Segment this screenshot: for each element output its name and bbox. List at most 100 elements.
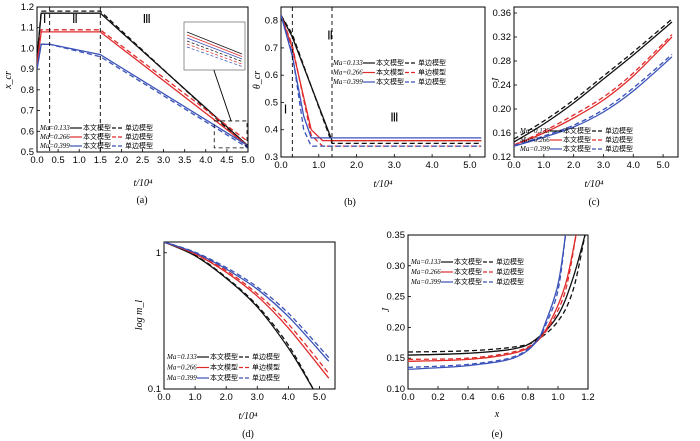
chart-d: 0.0 1.0 2.0 3.0 4.0 5.0 0.1 1 t/10⁴ log m_l (d) Ma=… xyxy=(134,241,336,440)
legend-dashed-label: 单边模型 xyxy=(605,126,633,135)
legend-solid-label: 本文模型 xyxy=(83,132,111,141)
series-line-dashed xyxy=(514,53,673,147)
legend-ma-label: Ma=0.399 xyxy=(332,78,363,86)
y-tick-label: 0.7 xyxy=(265,43,278,54)
legend-solid-label: 本文模型 xyxy=(563,135,591,144)
legend-ma-label: Ma=0.133 xyxy=(166,353,197,361)
legend-solid-label: 本文模型 xyxy=(210,352,238,361)
legend-dashed-label: 单边模型 xyxy=(418,58,446,67)
series-line-solid xyxy=(164,242,330,362)
y-tick-label: 0.8 xyxy=(265,16,278,27)
x-tick-label: 2.5 xyxy=(136,155,149,166)
legend-solid-label: 本文模型 xyxy=(563,144,591,153)
legend-dashed-label: 单边模型 xyxy=(252,363,280,372)
legend-dashed-label: 单边模型 xyxy=(496,267,524,276)
series-line-dashed xyxy=(408,235,577,361)
y-axis-label: log m_l xyxy=(134,300,145,331)
x-tick-label: 0.6 xyxy=(491,392,504,403)
y-tick-label: 0.16 xyxy=(493,128,512,139)
x-axis-label: t/10⁴ xyxy=(133,178,153,189)
y-tick-label: 0.25 xyxy=(387,292,406,303)
y-tick-label: 1 xyxy=(156,248,161,259)
x-tick-label: 0.5 xyxy=(51,155,64,166)
series-line-solid xyxy=(514,36,673,146)
legend-ma-label: Ma=0.133 xyxy=(39,124,70,132)
series-line-solid xyxy=(514,21,673,143)
legend-ma-label: Ma=0.266 xyxy=(410,268,441,276)
x-tick-label: 4.5 xyxy=(220,155,233,166)
y-tick-label: 0.10 xyxy=(387,384,406,395)
series-line-dashed xyxy=(514,34,673,146)
legend-solid-label: 本文模型 xyxy=(454,277,482,286)
x-axis-label: t/10⁴ xyxy=(373,179,393,190)
legend-ma-label: Ma=0.133 xyxy=(519,127,550,135)
x-tick-label: 3.0 xyxy=(388,160,401,171)
series-line-solid xyxy=(164,242,314,389)
legend-dashed-label: 单边模型 xyxy=(418,68,446,77)
x-tick-label: 0.0 xyxy=(157,392,170,403)
legend-ma-label: Ma=0.133 xyxy=(410,258,441,266)
panel-caption: (a) xyxy=(136,195,147,206)
plot-frame-d xyxy=(163,241,336,390)
y-axis-label: x_cr xyxy=(3,71,14,90)
panel-caption: (b) xyxy=(344,197,356,208)
series-line-dashed xyxy=(164,242,314,389)
legend-solid-label: 本文模型 xyxy=(83,141,111,150)
x-tick-label: 3.0 xyxy=(251,392,264,403)
plot-frame-b xyxy=(280,6,486,158)
x-tick-label: 2.0 xyxy=(567,160,580,171)
legend-ma-label: Ma=0.266 xyxy=(166,364,197,372)
series-line-dashed xyxy=(164,242,330,374)
region-label: Ⅰ xyxy=(43,12,47,26)
inset-line xyxy=(186,34,243,57)
y-axis-label: J xyxy=(491,77,502,82)
y-tick-label: 0.28 xyxy=(493,56,512,67)
x-tick-label: 1.2 xyxy=(581,392,594,403)
zoom-arrow xyxy=(211,64,232,122)
legend-ma-label: Ma=0.399 xyxy=(166,374,197,382)
x-tick-label: 2.0 xyxy=(220,392,233,403)
y-tick-label: 0.8 xyxy=(21,85,34,96)
chart-a: 0.0 0.5 1.0 1.5 2.0 2.5 3.0 3.5 4.0 4.5 5.00.50.60… xyxy=(3,2,255,206)
region-label: Ⅱ xyxy=(327,29,333,43)
series-line-dashed xyxy=(164,242,330,359)
legend-dashed-label: 单边模型 xyxy=(125,141,153,150)
legend-ma-label: Ma=0.266 xyxy=(332,69,363,77)
x-tick-label: 4.0 xyxy=(199,155,212,166)
y-tick-label: 0.20 xyxy=(387,322,406,333)
legend-solid-label: 本文模型 xyxy=(210,373,238,382)
y-tick-label: 0.3 xyxy=(265,152,278,163)
panel-caption: (c) xyxy=(588,197,599,208)
legend-ma-label: Ma=0.399 xyxy=(410,278,441,286)
y-tick-label: 0.12 xyxy=(493,152,512,163)
y-tick-label: 1.2 xyxy=(21,2,34,13)
region-label: Ⅲ xyxy=(390,111,398,125)
series-line-dashed xyxy=(408,235,586,353)
x-tick-label: 4.0 xyxy=(426,160,439,171)
legend-ma-label: Ma=0.399 xyxy=(39,142,70,150)
legend-dashed-label: 单边模型 xyxy=(125,123,153,132)
chart-b: 0.0 1.0 2.0 3.0 4.0 5.0 0.3 0.4 0.5 0.6 0.7 0.8 t/10… xyxy=(252,6,486,208)
y-tick-label: 0.30 xyxy=(387,261,406,272)
legend-solid-label: 本文模型 xyxy=(376,58,404,67)
x-tick-label: 5.0 xyxy=(313,392,326,403)
series-line-solid xyxy=(408,235,586,356)
y-tick-label: 0.1 xyxy=(148,384,161,395)
y-tick-label: 0.32 xyxy=(493,32,512,43)
inset-line xyxy=(186,37,243,60)
y-tick-label: 0.6 xyxy=(21,126,34,137)
x-tick-label: 5.0 xyxy=(463,160,476,171)
y-tick-label: 0.20 xyxy=(493,104,512,115)
region-label: Ⅲ xyxy=(143,12,151,26)
x-tick-label: 1.0 xyxy=(73,155,86,166)
x-tick-label: 0.0 xyxy=(274,160,287,171)
x-tick-label: 1.0 xyxy=(537,160,550,171)
legend-solid-label: 本文模型 xyxy=(454,267,482,276)
y-tick-label: 0.35 xyxy=(387,230,406,241)
panel-caption: (d) xyxy=(242,429,254,440)
y-axis-label: θ_cr xyxy=(252,71,263,89)
plot-frame-c xyxy=(513,6,679,158)
x-tick-label: 0.0 xyxy=(401,392,414,403)
series-line-solid xyxy=(514,56,673,147)
